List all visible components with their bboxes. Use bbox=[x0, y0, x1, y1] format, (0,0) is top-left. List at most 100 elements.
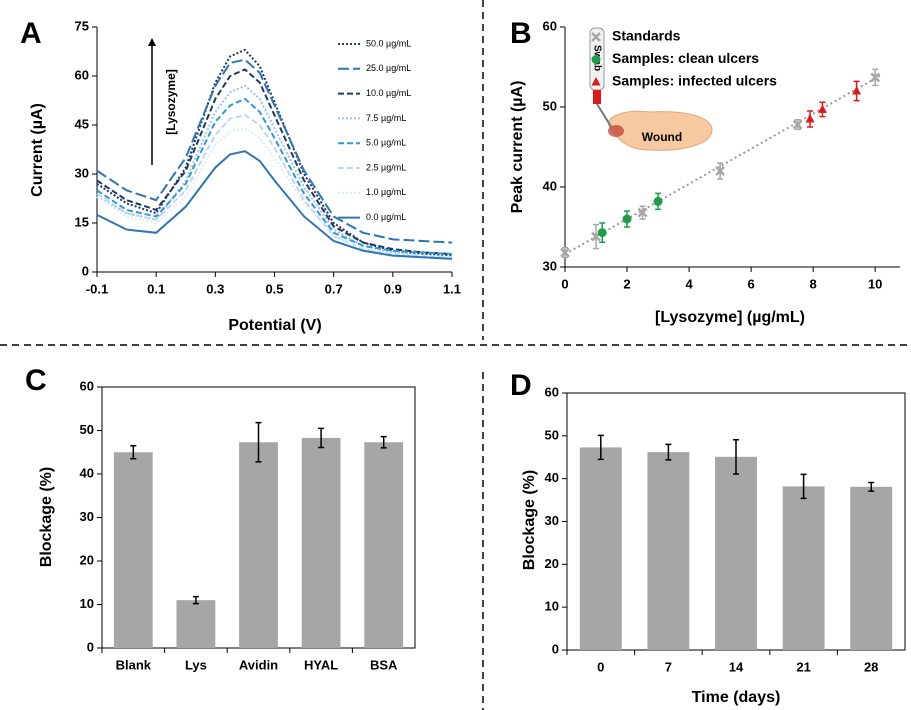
x-tick-label: 0 bbox=[597, 659, 604, 674]
y-tick-label: 60 bbox=[75, 67, 89, 82]
point bbox=[715, 166, 725, 176]
x-tick-label: 6 bbox=[747, 276, 754, 291]
y-axis-title: Blockage (%) bbox=[38, 467, 55, 567]
bar bbox=[715, 456, 757, 650]
foot bbox=[608, 110, 713, 151]
legend-label: 1.0 µg/mL bbox=[366, 187, 406, 197]
legend-label: Standards bbox=[612, 28, 681, 44]
y-tick-label: 30 bbox=[545, 513, 559, 528]
point bbox=[870, 72, 881, 83]
point bbox=[622, 214, 632, 224]
y-tick-label: 10 bbox=[80, 596, 94, 611]
error-bar bbox=[665, 443, 672, 461]
bar bbox=[239, 442, 278, 648]
point bbox=[817, 104, 827, 113]
bar bbox=[782, 486, 825, 650]
error-bar bbox=[733, 438, 739, 475]
annotation: [Lysozyme] bbox=[164, 69, 178, 135]
x-tick-label: 0.1 bbox=[147, 281, 165, 296]
x-tick-label: 0.3 bbox=[206, 281, 224, 296]
x-tick-label: Avidin bbox=[239, 657, 278, 672]
error-bar bbox=[597, 434, 604, 461]
y-tick-label: 10 bbox=[545, 599, 559, 614]
point bbox=[560, 247, 570, 258]
x-axis-title: Time (days) bbox=[692, 689, 781, 706]
legend-label: 25.0 µg/mL bbox=[366, 63, 411, 73]
legend-label: Samples: clean ulcers bbox=[612, 50, 759, 66]
y-tick-label: 45 bbox=[75, 116, 89, 131]
legend-label: 50.0 µg/mL bbox=[366, 38, 411, 48]
y-tick-label: 75 bbox=[75, 18, 89, 33]
panel-label: C bbox=[25, 364, 47, 397]
legend-label: 2.5 µg/mL bbox=[366, 162, 406, 172]
x-tick-label: 0.5 bbox=[265, 281, 283, 296]
series-line bbox=[96, 58, 453, 244]
legend-marker bbox=[591, 77, 601, 86]
legend-label: 0.0 µg/mL bbox=[366, 212, 406, 222]
x-tick-label: 0.7 bbox=[325, 281, 343, 296]
bar bbox=[176, 600, 216, 648]
point bbox=[637, 207, 648, 218]
y-tick-label: 50 bbox=[545, 427, 559, 442]
error-bar bbox=[800, 473, 807, 500]
x-tick-label: 21 bbox=[796, 659, 810, 674]
x-tick-label: 2 bbox=[623, 276, 630, 291]
x-axis-title: Potential (V) bbox=[228, 317, 321, 334]
x-tick-label: Blank bbox=[116, 657, 152, 672]
y-tick-label: 20 bbox=[80, 552, 94, 567]
point bbox=[805, 114, 815, 123]
panel-label: A bbox=[20, 17, 42, 50]
point bbox=[597, 228, 607, 238]
y-axis-title: Blockage (%) bbox=[521, 470, 538, 570]
bar bbox=[647, 452, 690, 650]
series-line bbox=[96, 48, 453, 257]
error-bar bbox=[192, 595, 199, 605]
x-tick-label: HYAL bbox=[304, 657, 338, 672]
series-line bbox=[96, 84, 453, 259]
legend-label: 10.0 µg/mL bbox=[366, 88, 411, 98]
error-bar bbox=[318, 427, 325, 449]
y-tick-label: 0 bbox=[87, 639, 94, 654]
y-tick-label: 60 bbox=[543, 18, 557, 33]
error-bar bbox=[868, 481, 875, 492]
y-tick-label: 50 bbox=[543, 98, 557, 113]
point bbox=[792, 119, 803, 130]
error-bar bbox=[380, 435, 387, 449]
x-tick-label: Lys bbox=[185, 657, 207, 672]
y-tick-label: 40 bbox=[80, 465, 94, 480]
y-tick-label: 30 bbox=[80, 509, 94, 524]
series-line bbox=[96, 150, 453, 260]
x-tick-label: 7 bbox=[665, 659, 672, 674]
series-line bbox=[96, 127, 453, 259]
bar bbox=[579, 447, 622, 650]
y-tick-label: 0 bbox=[552, 641, 559, 656]
series-line bbox=[96, 114, 453, 259]
y-axis-title: Peak current (µA) bbox=[509, 81, 526, 214]
error-bar bbox=[130, 444, 137, 460]
x-tick-label: 28 bbox=[864, 659, 878, 674]
bar bbox=[850, 486, 893, 650]
y-tick-label: 30 bbox=[75, 165, 89, 180]
x-tick-label: 0 bbox=[561, 276, 568, 291]
x-tick-label: 8 bbox=[810, 276, 817, 291]
panel-label: B bbox=[510, 17, 532, 50]
x-tick-label: 10 bbox=[868, 276, 882, 291]
swab-stick bbox=[596, 103, 613, 129]
x-tick-label: 0.9 bbox=[384, 281, 402, 296]
y-tick-label: 0 bbox=[82, 263, 89, 278]
legend-marker bbox=[591, 32, 601, 42]
series-line bbox=[96, 68, 453, 256]
inset-label: Wound bbox=[642, 130, 682, 144]
y-tick-label: 40 bbox=[545, 470, 559, 485]
y-tick-label: 60 bbox=[545, 384, 559, 399]
x-axis-title: [Lysozyme] (µg/mL) bbox=[655, 309, 805, 326]
x-tick-label: 14 bbox=[729, 659, 744, 674]
bar bbox=[364, 442, 404, 648]
y-tick-label: 60 bbox=[80, 378, 94, 393]
x-tick-label: -0.1 bbox=[86, 281, 108, 296]
y-tick-label: 40 bbox=[543, 178, 557, 193]
swab-tip bbox=[593, 90, 601, 104]
inset: Swab Wound bbox=[589, 27, 713, 151]
bar bbox=[113, 452, 153, 648]
